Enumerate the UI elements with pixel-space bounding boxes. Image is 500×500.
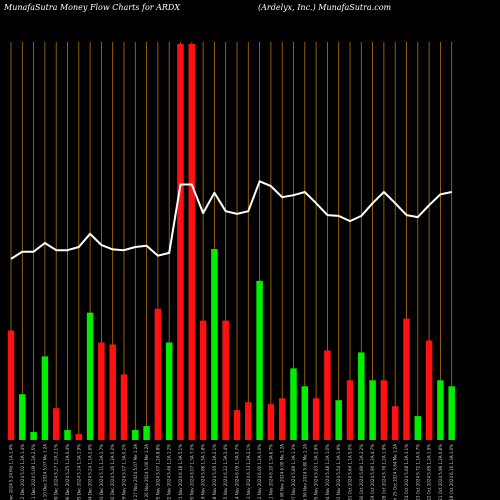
money-flow-bar [64,430,71,440]
money-flow-bar [369,380,376,440]
x-tick-label: Tue 22 Oct 2024 5.89 1.2A 1.9% [427,444,432,500]
x-tick-label: Tue 26 Nov 2024 5.00 Me 1.2A [144,444,149,500]
x-tick-label: Wed 23 Oct 2024 5.72 1.1A 0.7% [415,444,420,500]
x-tick-label: Wed 20 Nov 2024 6.07 1.3A 7.0% [189,444,194,500]
money-flow-bar [358,352,365,440]
money-flow-bar [211,248,218,440]
money-flow-bar [278,398,286,440]
money-flow-bar [290,368,297,440]
x-tick-label: Fri 25 Oct 2024 5.64 Me 1.2A [393,444,398,500]
x-tick-label: Mon 11 Nov 2024 6.10 1.3A 6.7% [268,444,273,500]
x-tick-label: Wed 30 Oct 2024 5.89 1.2A 2.2% [359,444,364,500]
money-flow-bar [346,380,354,440]
money-flow-bar [52,408,60,440]
x-tick-label: Fri 06 Dec 2024 5.25 1.2A 0.4% [65,444,70,500]
x-tick-label: Wed 06 Nov 2024 5.80 Me 1.2A [302,444,307,500]
x-tick-label: Thu 14 Nov 2024 6.09 1.3A 0.7% [235,444,240,500]
x-tick-label: Mon 21 Oct 2024 5.96 1.2A 0.8% [438,444,443,500]
money-flow-bar [301,386,309,440]
x-tick-label: Mon 28 Oct 2024 5.76 1.2A 1.9% [381,444,386,500]
x-tick-label: Thu 05 Dec 2024 5.14 1.3A 1.9% [76,444,81,500]
x-tick-label: Tue 05 Nov 2024 5.63 1.3A 2.9% [314,444,319,500]
money-flow-bar [30,432,37,440]
x-tick-label: Wed 11 Dec 2024 5.09 1.2A 2.5% [31,444,36,500]
grid-lines [10,42,453,440]
x-tick-label: Fri 08 Nov 2024 6.00 Me 1.2A [280,444,285,500]
money-flow-bar [120,374,128,440]
money-flow-bar [165,342,173,440]
money-flow-bar [233,410,241,440]
x-tick-label: Mon 04 Nov 2024 5.48 1.2A 1.0% [325,444,330,500]
money-flow-bar [86,312,94,440]
chart-subtitle: (Ardelyx, Inc.) MunafaSutra.com [258,3,392,12]
x-tick-label: Fri 22 Nov 2024 5.46 1.2A 1.2% [167,444,172,500]
money-flow-bar [335,400,342,440]
money-flow-bar [109,344,116,440]
money-flow-bar [199,320,207,440]
x-tick-label: Mon 09 Dec 2024 5.27 1.2A 2.1% [54,444,59,500]
x-tick-label: Tue 10 Dec 2024 5.07 Me 1.2A [42,444,47,500]
money-flow-bar [19,394,26,440]
x-tick-label: Tue 29 Oct 2024 5.90 1.2A 4.7% [370,444,375,500]
money-flow-bar [143,426,150,440]
x-tick-label: Fri 18 Oct 2024 6.16 1.3A 1.0% [449,444,454,500]
chart-title: MunafaSutra Money Flow Charts for ARDX [4,3,181,12]
x-tick-label: Fri 01 Nov 2024 5.54 1.3A 1.9% [336,444,341,500]
price-line-path [10,180,452,260]
money-flow-bar [267,404,275,440]
money-flow-bar [391,406,399,440]
money-flow-bar [414,416,422,440]
x-tick-label: Wed 04 Dec 2024 5.24 1.1A 2.6% [88,444,93,500]
money-flow-bar [437,380,444,440]
money-flow-bar [98,342,105,440]
money-flow-bar [75,434,83,440]
price-line [10,180,452,260]
money-flow-bar [41,356,49,440]
money-flow-bar [403,318,410,440]
x-tick-label: Fri 15 Nov 2024 6.22 1.3A 3.4% [223,444,228,500]
money-flow-bar [245,402,252,440]
x-tick-label: Mon 02 Dec 2024 5.26 1.2A 0.2% [110,444,115,500]
money-flow-bar [448,386,455,440]
money-flow-bar [154,308,162,440]
x-tick-label: Wed 27 Nov 2024 5.07 Me 1.2A [133,444,138,500]
x-tick-label: Thu 24 Oct 2024 5.68 1.2A 3.1% [404,444,409,500]
x-tick-label: Tue 03 Dec 2024 5.11 1.2A 2.7% [99,444,104,500]
money-flow-bar [132,430,139,440]
money-flow-bar [425,340,433,440]
money-flow-bar [324,350,331,440]
bars [7,43,455,441]
x-tick-label: Mon 18 Nov 2024 5.95 1.2A 2.1% [212,444,217,500]
x-tick-label: Wed 13 Nov 2024 6.13 1.2A 2.1% [246,444,251,500]
x-tick-label: Fri 29 Nov 2024 5.07 1.3A 0.2% [122,444,127,500]
money-flow-bar [222,320,229,440]
x-tick-label: Thu 12 Dec 2024 5.02 1.2A 1.4% [20,444,25,500]
x-tick-label: Thu 21 Nov 2024 6.18 1.3A 5.1% [178,444,183,500]
money-flow-bar [177,43,184,441]
money-flow-bar [256,280,263,440]
x-tick-label: Thu 07 Nov 2024 5.89 1.3A 1.3% [291,444,296,500]
x-tick-label: Fri 13 Dec 2024 5.24 Md 1.1A 1.4% [9,444,14,500]
money-flow-bar [312,398,320,440]
money-flow-bar [188,43,196,441]
x-tick-label: Tue 19 Nov 2024 5.86 1.3A 1.8% [201,444,206,500]
x-tick-label: Thu 31 Oct 2024 5.64 1.1A 5.0% [348,444,353,500]
x-tick-label: Mon 25 Nov 2024 5.07 1.2A 8.8% [155,444,160,500]
x-axis-labels: Fri 13 Dec 2024 5.24 Md 1.1A 1.4% Thu 12… [9,444,455,500]
x-tick-label: Tue 12 Nov 2024 6.00 1.2A 1.0% [257,444,262,500]
money-flow-bar [7,330,15,440]
money-flow-bar [380,380,388,440]
